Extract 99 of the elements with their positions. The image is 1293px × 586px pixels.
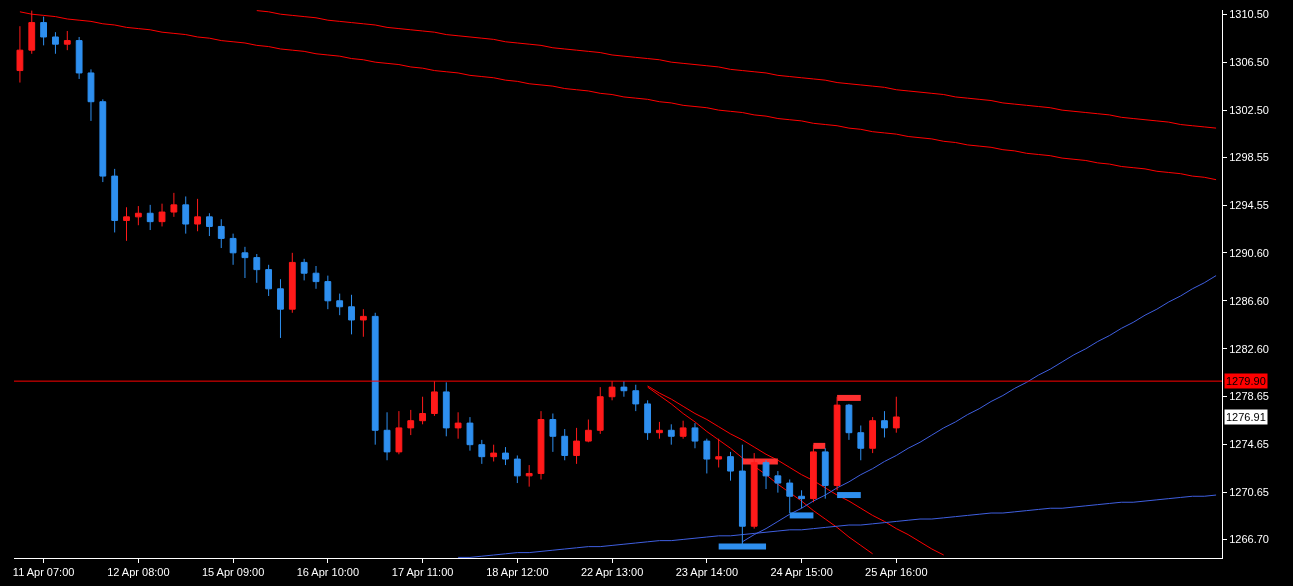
candlestick: [869, 416, 877, 454]
candlestick: [810, 444, 817, 503]
candlestick: [774, 470, 782, 494]
x-tick-label: 25 Apr 16:00: [865, 566, 928, 579]
candlestick: [206, 212, 213, 237]
candlestick: [537, 410, 545, 480]
candlestick: [584, 419, 592, 443]
candlestick: [371, 312, 379, 446]
y-tick-label: 1270.65: [1229, 485, 1269, 498]
candlestick: [608, 380, 616, 401]
candlestick: [679, 420, 687, 440]
candlestick: [525, 464, 533, 488]
candlestick: [431, 380, 438, 417]
candlestick: [821, 447, 829, 500]
y-tick-label: 1310.50: [1229, 8, 1269, 21]
candlestick: [762, 459, 770, 490]
candlestick: [561, 428, 569, 461]
candlestick: [324, 275, 332, 310]
y-tick-label: 1278.65: [1229, 389, 1269, 402]
candlestick: [490, 444, 498, 462]
line-series: [256, 10, 1217, 129]
candlestick: [111, 168, 119, 233]
text: 1276.91: [1226, 411, 1266, 423]
y-tick-label: 1290.60: [1229, 246, 1269, 259]
candlestick: [881, 410, 888, 438]
candlestick: [182, 195, 190, 235]
candlestick: [632, 384, 640, 412]
x-tick-label: 24 Apr 15:00: [770, 566, 833, 579]
candlestick: [845, 403, 853, 441]
candlestick: [288, 252, 296, 314]
x-tick-label: 15 Apr 09:00: [201, 566, 265, 579]
candlestick: [229, 233, 237, 266]
x-tick-label: 22 Apr 13:00: [580, 566, 644, 579]
candlestick: [383, 411, 391, 461]
x-tick-label: 23 Apr 14:00: [675, 566, 739, 579]
candlestick: [75, 36, 83, 80]
candlestick: [134, 205, 142, 226]
candlestick: [277, 278, 284, 339]
x-tick-label: 12 Apr 08:00: [107, 566, 170, 579]
candlestick: [194, 198, 201, 232]
ref-line-label: 1279.90: [1226, 375, 1266, 387]
candlestick: [28, 10, 36, 55]
candlestick: [466, 416, 474, 452]
candlestick: [241, 246, 249, 279]
candlestick: [40, 16, 48, 46]
candlestick: [312, 265, 320, 290]
candlestick: [892, 396, 900, 434]
candlestick: [833, 396, 841, 491]
x-tick-label: 17 Apr 11:00: [391, 566, 454, 579]
candlestick: [478, 439, 486, 465]
candlestick: [123, 206, 130, 242]
candlestick: [265, 264, 273, 297]
candlestick: [16, 25, 24, 84]
candlestick: [656, 421, 663, 440]
candlestick: [727, 451, 734, 482]
y-tick-label: 1274.65: [1229, 437, 1269, 450]
candlestick: [715, 438, 723, 468]
x-tick-label: 11 Apr 07:00: [12, 566, 75, 579]
candlestick: [857, 425, 865, 461]
candlestick: [407, 409, 415, 436]
candlestick: [620, 380, 628, 398]
candlestick: [573, 427, 580, 465]
candlestick: [146, 204, 154, 231]
candlestick: [63, 30, 71, 51]
y-tick-label: 1282.60: [1229, 342, 1269, 355]
candlestick: [348, 294, 355, 335]
candlestick: [513, 454, 521, 484]
candlestick: [442, 381, 450, 437]
candlestick: [596, 386, 604, 435]
candlestick: [502, 446, 509, 466]
candlestick: [454, 411, 462, 440]
candlestick: [253, 253, 261, 284]
line-series: [19, 11, 1217, 181]
candlestick: [419, 396, 426, 425]
y-tick-label: 1286.60: [1229, 294, 1269, 307]
candlestick: [395, 410, 403, 455]
y-tick-label: 1294.55: [1229, 199, 1269, 212]
x-tick-label: 16 Apr 10:00: [296, 566, 360, 579]
candlestick: [798, 489, 805, 509]
candlestick: [691, 422, 699, 449]
candlestick: [549, 413, 557, 453]
candlestick: [750, 452, 758, 530]
candlestick: [87, 68, 95, 122]
candlestick: [99, 98, 107, 183]
candlestick: [644, 399, 652, 441]
candlestick: [52, 31, 59, 55]
candlestick: [300, 258, 308, 281]
y-tick-label: 1266.70: [1229, 533, 1269, 546]
candlestick: [359, 308, 367, 338]
candlestick: [217, 218, 225, 249]
y-tick-label: 1306.50: [1229, 56, 1269, 69]
candlestick: [170, 192, 178, 218]
candlestick: [667, 423, 675, 446]
candlestick: [158, 203, 166, 227]
x-tick-label: 18 Apr 12:00: [486, 566, 549, 579]
y-tick-label: 1302.50: [1229, 103, 1269, 116]
candlestick: [703, 438, 711, 474]
candlestick: [336, 293, 344, 316]
y-tick-label: 1298.55: [1229, 151, 1269, 164]
